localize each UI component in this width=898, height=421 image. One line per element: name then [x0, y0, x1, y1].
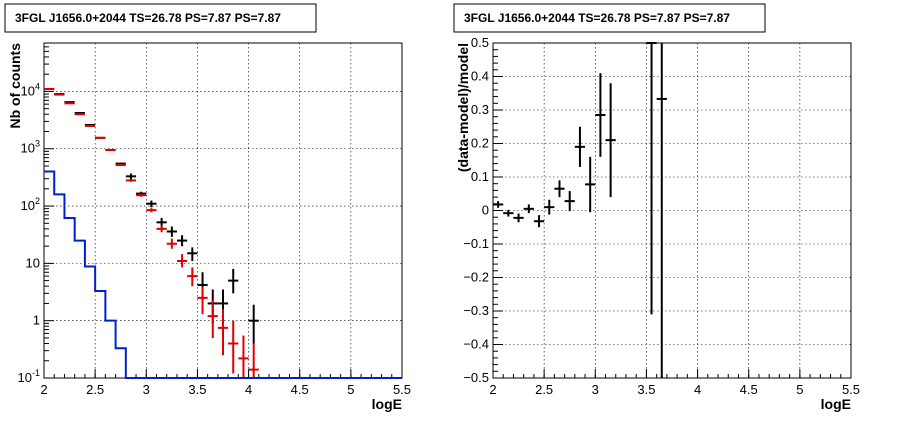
right-ticks: 2 2.5 3 3.5 4 4.5 5 5.5 −0.5 −0.4 −0.3 −0.2 −0.1 0 0.1… [463, 35, 860, 397]
x-tick-label: 3 [143, 382, 150, 397]
x-tick-label: 4.5 [291, 382, 309, 397]
x-tick-label: 2 [40, 382, 47, 397]
x-tick-label: 4.5 [740, 382, 758, 397]
y-tick-label: 102 [21, 196, 40, 213]
right-panel: 3FGL J1656.0+2044 TS=26.78 PS=7.87 PS=7.… [453, 3, 860, 412]
y-tick-label: −0.2 [463, 270, 489, 285]
x-tick-label: 5.5 [842, 382, 860, 397]
y-tick-label: 10-1 [18, 368, 40, 385]
x-tick-label: 5 [796, 382, 803, 397]
x-tick-label: 4 [245, 382, 252, 397]
y-tick-label: −0.1 [463, 236, 489, 251]
y-tick-label: 103 [21, 139, 40, 156]
y-tick-label: 1 [33, 313, 40, 328]
x-tick-label: 5.5 [393, 382, 411, 397]
y-tick-label: 104 [21, 81, 40, 98]
step-histogram-line [44, 170, 402, 379]
left-ticks: 2 2.5 3 3.5 4 4.5 5 5.5 10-1 1 10 102 103 104 [18, 42, 411, 397]
x-tick-label: 5 [347, 382, 354, 397]
left-panel: 3FGL J1656.0+2044 TS=26.78 PS=7.87 PS=7.… [4, 3, 411, 412]
left-chart-title: 3FGL J1656.0+2044 TS=26.78 PS=7.87 PS=7.… [15, 11, 281, 25]
y-tick-label: 0.4 [471, 69, 489, 84]
y-tick-label: 0 [482, 203, 489, 218]
y-tick-label: −0.3 [463, 303, 489, 318]
y-tick-label: 0.5 [471, 35, 489, 50]
left-y-axis-title: Nb of counts [7, 43, 23, 129]
x-tick-label: 2.5 [535, 382, 553, 397]
x-tick-label: 3.5 [188, 382, 206, 397]
right-title-box [453, 3, 766, 33]
left-series [44, 88, 402, 379]
right-chart-title: 3FGL J1656.0+2044 TS=26.78 PS=7.87 PS=7.… [464, 11, 730, 25]
y-tick-label: 0.1 [471, 169, 489, 184]
x-tick-label: 3.5 [637, 382, 655, 397]
y-tick-label: −0.4 [463, 337, 489, 352]
y-tick-label: 0.2 [471, 136, 489, 151]
x-tick-label: 2 [489, 382, 496, 397]
y-tick-label: 0.3 [471, 102, 489, 117]
right-y-axis-title: (data-model)/model [455, 43, 471, 172]
right-x-axis-title: logE [821, 396, 851, 412]
y-tick-label: 10 [26, 255, 40, 270]
left-x-axis-title: logE [372, 396, 402, 412]
x-tick-label: 2.5 [86, 382, 104, 397]
right-grid [493, 43, 851, 378]
left-title-box [4, 3, 317, 33]
x-tick-label: 4 [694, 382, 701, 397]
y-tick-label: −0.5 [463, 370, 489, 385]
right-series [493, 42, 667, 378]
x-tick-label: 3 [592, 382, 599, 397]
